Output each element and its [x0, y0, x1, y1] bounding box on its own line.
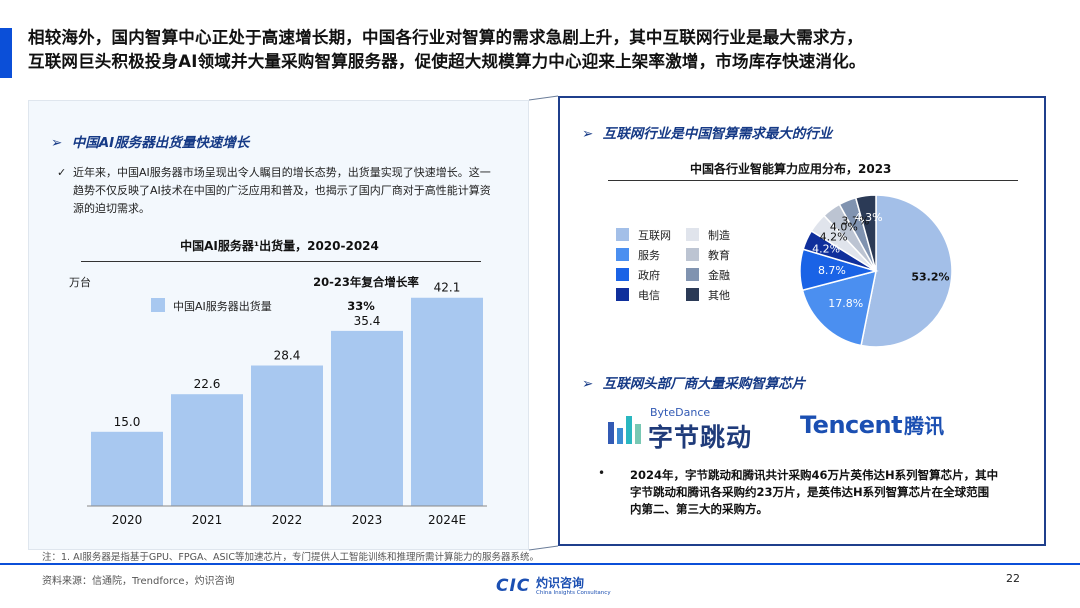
bar-2023: [331, 330, 403, 506]
pie-value-label: 4.3%: [855, 211, 883, 224]
headline-line-2: 互联网巨头积极投身AI领域并大量采购智算服务器，促使超大规模算力中心迎来上架率激…: [28, 52, 866, 71]
pie-legend-label: 电信: [638, 289, 660, 302]
bar-legend-label: 中国AI服务器出货量: [173, 299, 272, 313]
x-tick-label: 2021: [192, 513, 223, 527]
bar-chart-unit: 万台: [69, 275, 91, 289]
left-section-title-text: 中国AI服务器出货量快速增长: [71, 135, 250, 151]
pie-legend-swatch: [616, 268, 629, 281]
pie-legend-swatch: [686, 228, 699, 241]
pie-legend-label: 金融: [708, 268, 730, 282]
footer-source: 资料来源：信通院，Trendforce，灼识咨询: [42, 576, 235, 587]
bar-value-label: 28.4: [274, 349, 301, 363]
footer-logo-cn: 灼识咨询: [536, 576, 585, 590]
footer-note: 注：1. AI服务器是指基于GPU、FPGA、ASIC等加速芯片，专门提供人工智…: [42, 552, 539, 563]
page-headline: 相较海外，国内智算中心正处于高速增长期，中国各行业对智算的需求急剧上升，其中互联…: [28, 26, 1073, 74]
arrow-bullet-icon: ➢: [582, 126, 594, 142]
footer-logo-en: China Insights Consultancy: [536, 590, 611, 596]
left-paragraph: ✓ 近年来，中国AI服务器市场呈现出令人瞩目的增长态势，出货量实现了快速增长。这…: [57, 164, 493, 218]
footer-logo-mark: CIC: [496, 576, 531, 596]
bar-value-label: 15.0: [114, 415, 141, 429]
bytedance-logo-cn: 字节跳动: [648, 423, 753, 452]
pie-slice-其他: [854, 194, 877, 272]
bar-chart-title-rule: [81, 261, 481, 262]
pie-value-label: 8.7%: [818, 264, 846, 277]
pie-value-label: 17.8%: [828, 297, 863, 310]
pie-chart-title-rule: [608, 180, 1018, 181]
bar-2021: [171, 394, 243, 506]
left-paragraph-text: 近年来，中国AI服务器市场呈现出令人瞩目的增长态势，出货量实现了快速增长。这一趋…: [73, 166, 491, 215]
accent-bar: [0, 28, 12, 78]
pie-value-label: 3.7%: [841, 214, 869, 227]
right-section1-title-text: 互联网行业是中国智算需求最大的行业: [602, 126, 833, 142]
page-number: 22: [1006, 572, 1020, 585]
pie-slice-互联网: [860, 194, 953, 348]
right-section2-title: ➢ 互联网头部厂商大量采购智算芯片: [582, 372, 805, 392]
right-section2-title-text: 互联网头部厂商大量采购智算芯片: [602, 376, 806, 392]
bullet-text: 2024年，字节跳动和腾讯共计采购46万片英伟达H系列智算芯片，其中字节跳动和腾…: [630, 468, 999, 516]
bytedance-logo-en: ByteDance: [650, 406, 711, 419]
bar-value-label: 22.6: [194, 377, 221, 391]
pie-value-label: 4.0%: [830, 221, 858, 234]
right-section1-title: ➢ 互联网行业是中国智算需求最大的行业: [582, 122, 832, 142]
pie-legend-label: 其他: [708, 289, 730, 302]
cagr-label: 20-23年复合增长率: [313, 275, 419, 289]
bar-chart: 万台 20-23年复合增长率 33% 中国AI服务器出货量 15.0 2020 22…: [69, 275, 487, 527]
bullet-dot: •: [598, 466, 606, 480]
tencent-logo-cn: 腾讯: [904, 414, 945, 438]
bar-value-label: 42.1: [434, 281, 461, 295]
headline-line-1: 相较海外，国内智算中心正处于高速增长期，中国各行业对智算的需求急剧上升，其中互联…: [28, 28, 863, 47]
x-tick-label: 2023: [352, 513, 383, 527]
arrow-bullet-icon: ➢: [51, 135, 63, 151]
bar-value-label: 35.4: [354, 314, 381, 328]
bar-2022: [251, 365, 323, 506]
footer-rule: [0, 563, 1080, 565]
bar-2024E: [411, 297, 483, 506]
bar-2020: [91, 431, 163, 506]
check-icon: ✓: [57, 166, 67, 179]
pie-chart-title: 中国各行业智能算力应用分布，2023: [690, 162, 892, 176]
arrow-bullet-icon: ➢: [582, 376, 594, 392]
pie-legend-label: 服务: [638, 249, 660, 262]
pie-slice-服务: [801, 269, 877, 347]
tencent-logo: Tencent 腾讯: [800, 410, 980, 450]
footer-logo: CIC 灼识咨询 China Insights Consultancy: [496, 574, 616, 602]
pie-value-label: 53.2%: [911, 270, 949, 283]
bar-legend-swatch: [151, 298, 165, 312]
right-panel: ➢ 互联网行业是中国智算需求最大的行业 中国各行业智能算力应用分布，2023 互…: [558, 96, 1046, 546]
left-section-title: ➢ 中国AI服务器出货量快速增长: [51, 131, 249, 151]
pie-legend-swatch: [686, 268, 699, 281]
pie-legend-swatch: [686, 248, 699, 261]
x-tick-label: 2024E: [428, 513, 466, 527]
pie-value-label: 4.2%: [820, 230, 848, 243]
x-tick-label: 2020: [112, 513, 143, 527]
pie-legend-label: 教育: [708, 248, 730, 262]
pie-legend-swatch: [616, 248, 629, 261]
pie-legend-swatch: [616, 288, 629, 301]
cagr-value: 33%: [347, 299, 375, 313]
x-tick-label: 2022: [272, 513, 303, 527]
pie-legend-label: 制造: [708, 228, 730, 242]
pie-legend-label: 互联网: [638, 229, 671, 242]
pie-legend-swatch: [686, 288, 699, 301]
bar-chart-title: 中国AI服务器¹出货量，2020-2024: [180, 239, 379, 253]
bytedance-logo: ByteDance 字节跳动: [606, 404, 766, 452]
bytedance-logo-icon: [608, 416, 641, 444]
pie-legend-swatch: [616, 228, 629, 241]
tencent-logo-en: Tencent: [800, 411, 903, 439]
pie-value-label: 4.2%: [812, 243, 840, 256]
pie-legend-label: 政府: [638, 268, 660, 282]
left-panel: ➢ 中国AI服务器出货量快速增长 ✓ 近年来，中国AI服务器市场呈现出令人瞩目的…: [28, 100, 529, 550]
